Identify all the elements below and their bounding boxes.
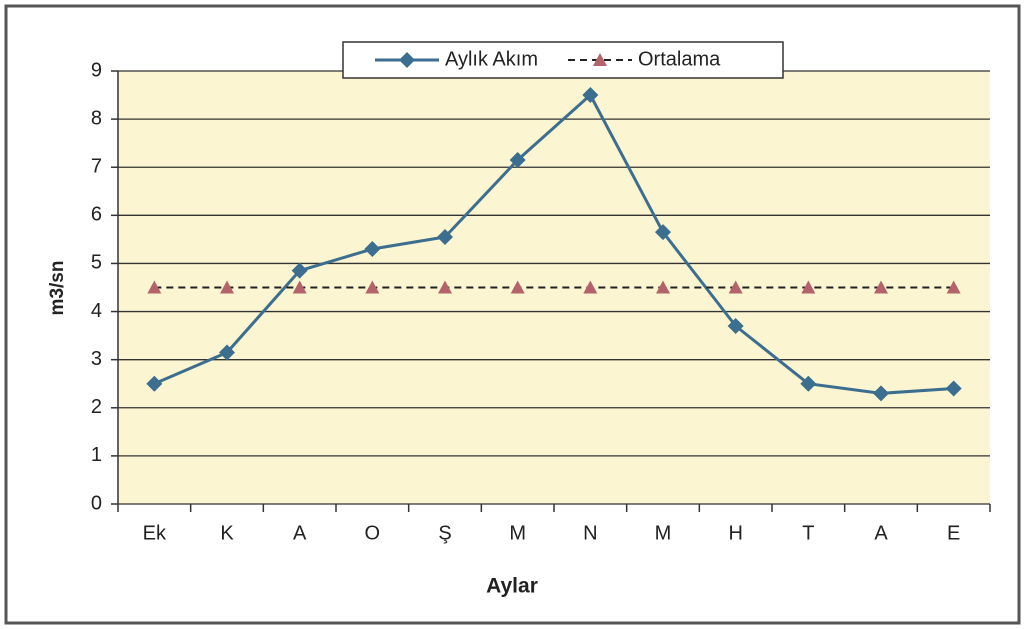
marker	[873, 385, 889, 402]
marker	[946, 280, 961, 294]
x-tick-label: Ş	[438, 522, 451, 544]
y-tick-label: 6	[91, 204, 102, 226]
marker	[510, 280, 525, 294]
marker	[292, 280, 307, 294]
marker	[437, 228, 453, 245]
marker	[800, 375, 817, 392]
x-tick-label: A	[874, 522, 888, 544]
x-tick-label: E	[947, 522, 960, 544]
marker	[582, 87, 599, 104]
y-tick-label: 1	[91, 444, 102, 466]
marker	[801, 280, 816, 294]
marker	[728, 280, 743, 294]
marker	[146, 375, 163, 392]
x-tick-label: T	[802, 522, 814, 544]
marker	[655, 224, 671, 241]
marker	[727, 317, 744, 334]
marker	[291, 262, 308, 279]
x-tick-label: M	[509, 522, 526, 544]
y-tick-label: 3	[91, 348, 102, 370]
y-tick-label: 0	[91, 492, 102, 514]
marker	[219, 344, 235, 361]
y-tick-label: 2	[91, 396, 102, 418]
x-tick-label: M	[655, 522, 672, 544]
x-axis-label: Aylar	[486, 575, 538, 598]
y-tick-label: 5	[91, 252, 102, 274]
marker	[365, 280, 380, 294]
x-tick-label: K	[220, 522, 234, 544]
legend-label: Aylık Akım	[445, 48, 538, 70]
series-line	[153, 92, 954, 395]
legend-label: Ortalama	[638, 48, 721, 70]
y-axis-label: m3/sn	[47, 261, 68, 316]
marker	[364, 241, 381, 258]
marker	[438, 280, 452, 294]
y-tick-label: 8	[91, 107, 102, 129]
y-tick-label: 9	[91, 59, 102, 81]
x-tick-label: H	[728, 522, 742, 544]
y-tick-label: 4	[91, 300, 102, 322]
marker	[656, 280, 670, 294]
marker	[147, 280, 162, 294]
marker	[399, 52, 415, 68]
x-tick-label: O	[365, 522, 381, 544]
marker	[220, 280, 234, 294]
marker	[874, 280, 888, 294]
x-tick-label: N	[583, 522, 597, 544]
marker	[509, 152, 526, 169]
x-tick-label: A	[293, 522, 307, 544]
marker	[593, 53, 607, 66]
y-tick-label: 7	[91, 156, 102, 178]
marker	[583, 280, 598, 294]
marker	[945, 380, 962, 397]
x-tick-label: Ek	[143, 522, 167, 544]
